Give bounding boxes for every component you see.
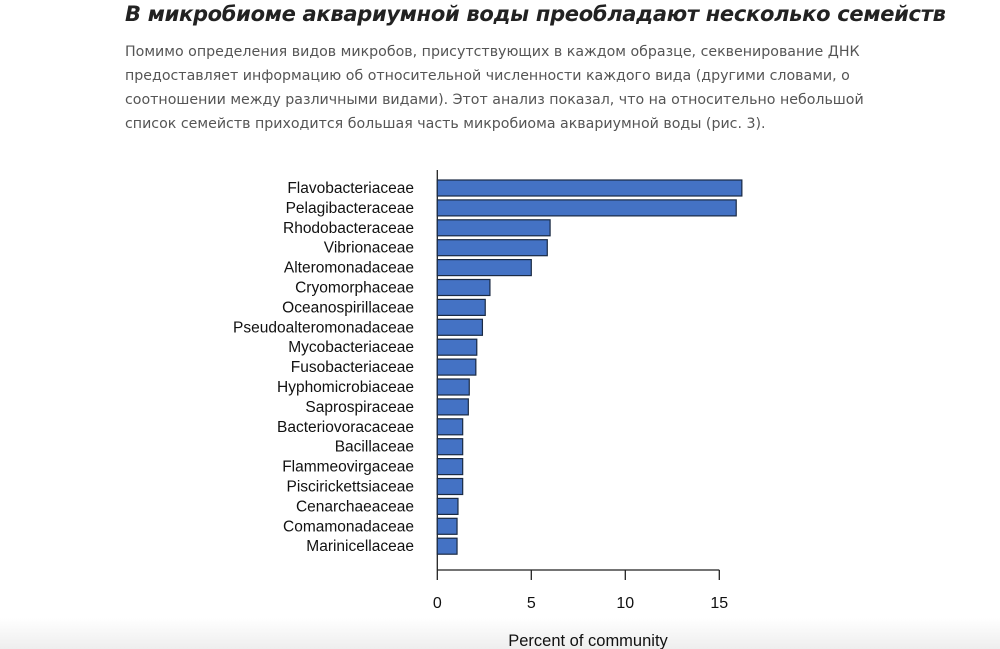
category-label: Cryomorphaceae — [295, 280, 414, 297]
bar — [436, 179, 743, 197]
category-label: Mycobacteriaceae — [288, 339, 414, 356]
category-label: Marinicellaceae — [306, 538, 414, 555]
bottom-shade — [0, 618, 1000, 649]
bar — [436, 458, 464, 476]
bar — [436, 239, 548, 257]
x-tick-label: 15 — [710, 595, 728, 612]
category-label: Pseudoalteromonadaceae — [233, 319, 414, 336]
category-label: Comamonadaceae — [283, 518, 414, 535]
article-title: В микробиоме аквариумной воды преобладаю… — [125, 2, 946, 26]
bar — [436, 278, 491, 297]
category-label: Vibrionaceae — [324, 240, 414, 257]
bar — [436, 477, 464, 496]
bar — [436, 438, 464, 456]
category-label: Bacillaceae — [335, 439, 414, 456]
category-label: Oceanospirillaceae — [282, 299, 414, 316]
bar — [436, 219, 551, 237]
x-axis-label: Percent of community — [508, 632, 668, 649]
category-label: Pelagibacteraceae — [286, 200, 414, 217]
bar — [436, 537, 458, 555]
bar — [436, 358, 477, 376]
category-label: Piscirickettsiaceae — [287, 479, 415, 496]
bar — [436, 298, 486, 316]
x-tick-label: 5 — [527, 595, 536, 612]
category-label: Hyphomicrobiaceae — [277, 379, 414, 396]
bar — [436, 517, 458, 535]
category-label: Cenarchaeaceae — [296, 498, 414, 515]
bar — [436, 398, 469, 416]
category-label: Fusobacteriaceae — [291, 359, 414, 376]
bar — [436, 259, 532, 277]
bar — [436, 199, 737, 217]
bar — [436, 318, 484, 336]
bar — [436, 497, 459, 515]
category-label: Rhodobacteraceae — [283, 220, 414, 237]
x-tick-label: 0 — [433, 595, 442, 612]
category-label: Flammeovirgaceae — [282, 459, 414, 476]
x-tick-label: 10 — [616, 595, 634, 612]
category-label: Bacteriovoracaceae — [277, 419, 414, 436]
category-label: Flavobacteriaceae — [287, 180, 414, 197]
bar — [436, 418, 464, 436]
category-label: Saprospiraceae — [305, 399, 414, 416]
bar — [436, 378, 470, 396]
bar — [436, 338, 478, 356]
category-label: Alteromonadaceae — [284, 260, 414, 277]
article-paragraph: Помимо определения видов микробов, прису… — [125, 44, 864, 132]
